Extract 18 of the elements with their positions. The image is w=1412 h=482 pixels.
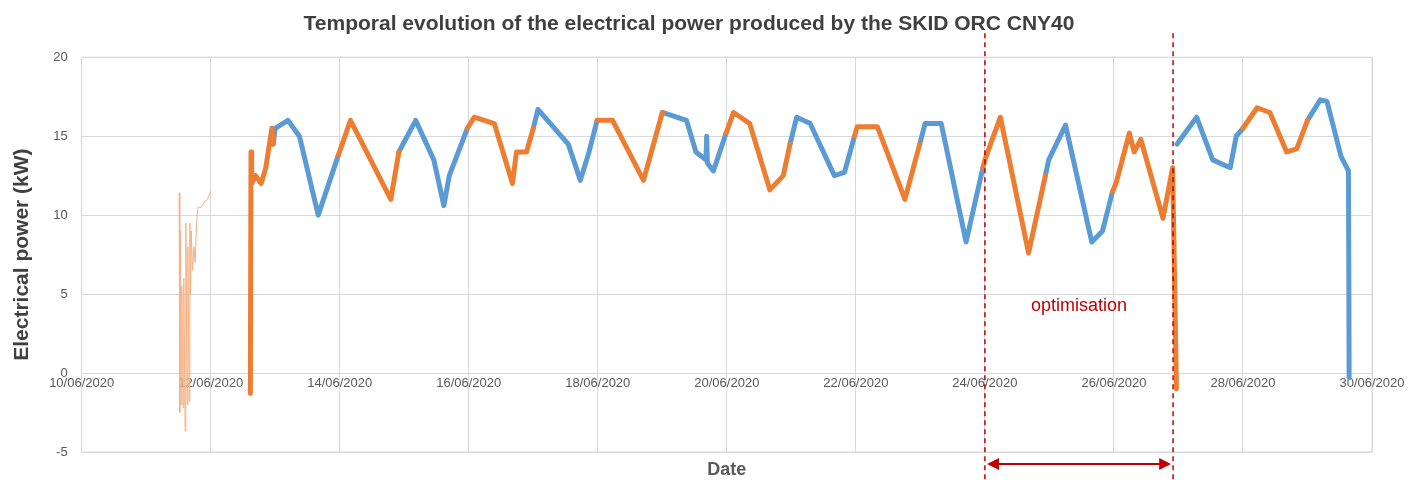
y-tick-label: -5	[56, 443, 68, 459]
x-tick-label: 26/06/2020	[1081, 375, 1147, 391]
x-tick-label: 24/06/2020	[952, 375, 1018, 391]
y-tick-label: 20	[53, 48, 68, 64]
y-axis-title: Electrical power (kW)	[9, 148, 33, 361]
x-tick-label: 18/06/2020	[565, 375, 631, 391]
x-tick-label: 14/06/2020	[307, 375, 373, 391]
x-tick-label: 20/06/2020	[694, 375, 760, 391]
y-tick-label: 15	[53, 127, 68, 143]
x-tick-label: 28/06/2020	[1210, 375, 1276, 391]
annotation: optimisation	[1030, 294, 1128, 315]
x-tick-label: 16/06/2020	[436, 375, 502, 391]
x-axis-title: Date	[707, 458, 747, 479]
x-tick-label: 22/06/2020	[823, 375, 889, 391]
y-tick-label: 5	[60, 285, 68, 301]
y-tick-label: 10	[53, 206, 68, 222]
chart-title: Temporal evolution of the electrical power produced by the SKID ORC CNY40	[303, 11, 1075, 35]
x-tick-label: 30/06/2020	[1339, 375, 1405, 391]
